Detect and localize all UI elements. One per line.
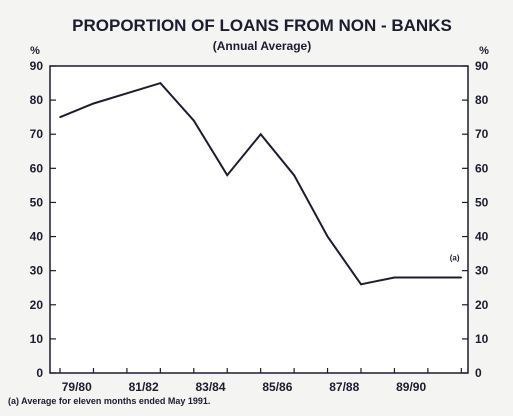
annotation-label: (a) — [450, 253, 460, 262]
y-tick-label-right: 80 — [475, 93, 489, 107]
data-point — [293, 174, 295, 176]
y-tick-label-left: 0 — [36, 366, 43, 380]
y-tick-label-right: 0 — [475, 366, 482, 380]
y-tick-label-right: 30 — [475, 264, 489, 278]
data-point — [92, 102, 95, 105]
data-point — [427, 276, 429, 279]
x-tick-label: 79/80 — [62, 380, 92, 394]
y-tick-label-right: 50 — [475, 195, 489, 209]
x-tick-label: 85/86 — [262, 380, 292, 394]
y-tick-label-right: 40 — [475, 230, 489, 244]
chart-subtitle: (Annual Average) — [213, 39, 311, 53]
y-tick-label-left: 90 — [30, 59, 44, 73]
y-axis-label-left: % — [30, 45, 40, 57]
y-tick-label-left: 80 — [30, 93, 44, 107]
plot-frame — [49, 65, 469, 374]
series-layer — [59, 81, 463, 286]
data-point — [360, 283, 362, 286]
data-point — [159, 82, 162, 84]
x-tick-label: 89/90 — [396, 380, 426, 394]
data-point — [326, 235, 329, 238]
y-tick-label-right: 90 — [475, 59, 489, 73]
y-tick-label-left: 30 — [30, 264, 44, 278]
x-tick-label: 87/88 — [329, 380, 359, 394]
ticks-layer: 0 0 10 10 20 20 30 30 40 40 50 50 60 60 70 70 80 80 90 90 79… — [30, 59, 489, 394]
y-tick-label-left: 50 — [30, 195, 44, 209]
y-tick-label-left: 10 — [30, 332, 44, 346]
data-point — [226, 174, 229, 176]
data-point — [192, 119, 195, 122]
y-tick-label-left: 20 — [30, 298, 44, 312]
y-tick-label-right: 60 — [475, 161, 489, 175]
data-point — [393, 276, 396, 279]
y-axis-label-right: % — [479, 45, 489, 57]
y-tick-label-right: 70 — [475, 127, 489, 141]
x-tick-label: 83/84 — [195, 380, 225, 394]
data-point — [460, 276, 463, 279]
data-point — [259, 133, 262, 136]
x-tick-label: 81/82 — [129, 380, 159, 394]
footnote: (a) Average for eleven months ended May … — [8, 396, 210, 406]
y-tick-label-left: 40 — [30, 230, 44, 244]
y-tick-label-right: 10 — [475, 332, 489, 346]
data-point — [126, 92, 128, 95]
data-point — [59, 116, 61, 118]
y-tick-label-right: 20 — [475, 298, 489, 312]
y-tick-label-left: 70 — [30, 127, 44, 141]
y-tick-label-left: 60 — [30, 161, 44, 175]
chart-title: PROPORTION OF LOANS FROM NON - BANKS — [72, 16, 452, 35]
